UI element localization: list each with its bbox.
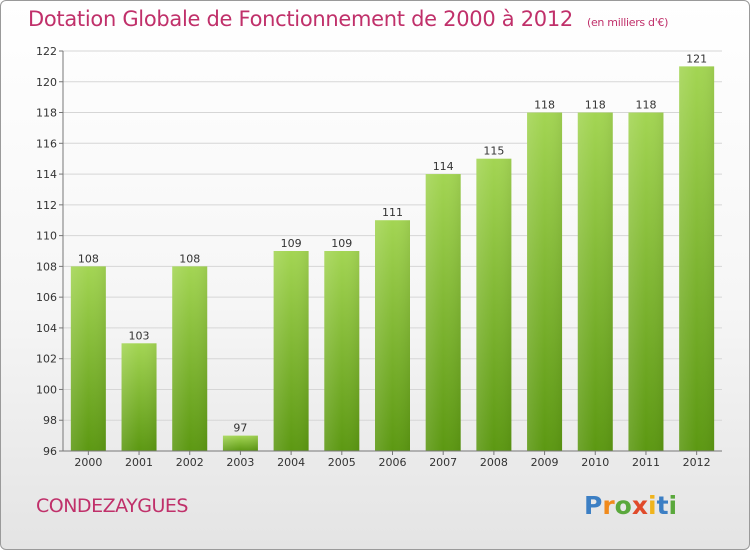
- value-label: 109: [281, 237, 302, 250]
- x-tick-label: 2001: [125, 456, 153, 469]
- bar-shade: [273, 251, 309, 451]
- bars: 108 103 108 97 109 109 111 114 115 118 118 118 121: [70, 52, 715, 452]
- bar-shade: [577, 112, 613, 452]
- x-tick-label: 2008: [480, 456, 508, 469]
- x-tick-label: 2009: [531, 456, 559, 469]
- value-label: 121: [686, 52, 707, 65]
- y-tick-label: 122: [36, 45, 57, 58]
- y-tick-label: 98: [43, 414, 57, 427]
- value-label: 103: [129, 329, 150, 342]
- bar-shade: [121, 343, 157, 451]
- bar-shade: [628, 112, 664, 452]
- value-label: 108: [179, 252, 200, 265]
- x-tick-label: 2011: [632, 456, 660, 469]
- chart-title: Dotation Globale de Fonctionnement de 20…: [28, 7, 668, 31]
- value-label: 114: [433, 160, 454, 173]
- x-tick-label: 2007: [429, 456, 457, 469]
- location-name: CONDEZAYGUES: [36, 495, 188, 517]
- x-tick-label: 2004: [277, 456, 305, 469]
- y-tick-label: 104: [36, 322, 57, 335]
- y-tick-label: 116: [36, 137, 57, 150]
- y-tick-label: 96: [43, 445, 57, 458]
- value-label: 118: [534, 99, 555, 112]
- y-tick-label: 114: [36, 168, 57, 181]
- chart-title-text: Dotation Globale de Fonctionnement de 20…: [28, 7, 573, 31]
- bar-shade: [172, 266, 208, 451]
- bar-shade: [222, 435, 258, 451]
- bar-shade: [324, 251, 360, 451]
- y-tick-label: 118: [36, 107, 57, 120]
- x-tick-label: 2005: [328, 456, 356, 469]
- x-tick-label: 2002: [176, 456, 204, 469]
- chart-subtitle: (en milliers d'€): [586, 16, 669, 29]
- y-tick-label: 110: [36, 230, 57, 243]
- bar-shade: [70, 266, 106, 451]
- y-tick-label: 102: [36, 353, 57, 366]
- value-label: 97: [233, 422, 247, 435]
- bar-shade: [527, 112, 563, 452]
- y-tick-label: 120: [36, 76, 57, 89]
- bar-shade: [679, 66, 715, 451]
- proxiti-logo: Proxiti: [584, 491, 678, 520]
- value-label: 118: [635, 99, 656, 112]
- value-label: 115: [483, 145, 504, 158]
- x-tick-label: 2006: [379, 456, 407, 469]
- x-tick-label: 2003: [226, 456, 254, 469]
- y-tick-label: 106: [36, 291, 57, 304]
- value-label: 108: [78, 252, 99, 265]
- y-tick-label: 100: [36, 383, 57, 396]
- y-tick-label: 112: [36, 199, 57, 212]
- value-label: 111: [382, 206, 403, 219]
- x-tick-label: 2012: [683, 456, 711, 469]
- value-label: 118: [585, 99, 606, 112]
- x-tick-label: 2010: [581, 456, 609, 469]
- bar-shade: [375, 220, 410, 451]
- axes: 96 98 100 102 104 106 108 110 112 114 116 118 120 122…: [36, 45, 722, 469]
- y-tick-label: 108: [36, 260, 57, 273]
- x-tick-label: 2000: [74, 456, 102, 469]
- bar-shade: [425, 174, 461, 452]
- value-label: 109: [331, 237, 352, 250]
- bar-shade: [476, 158, 512, 451]
